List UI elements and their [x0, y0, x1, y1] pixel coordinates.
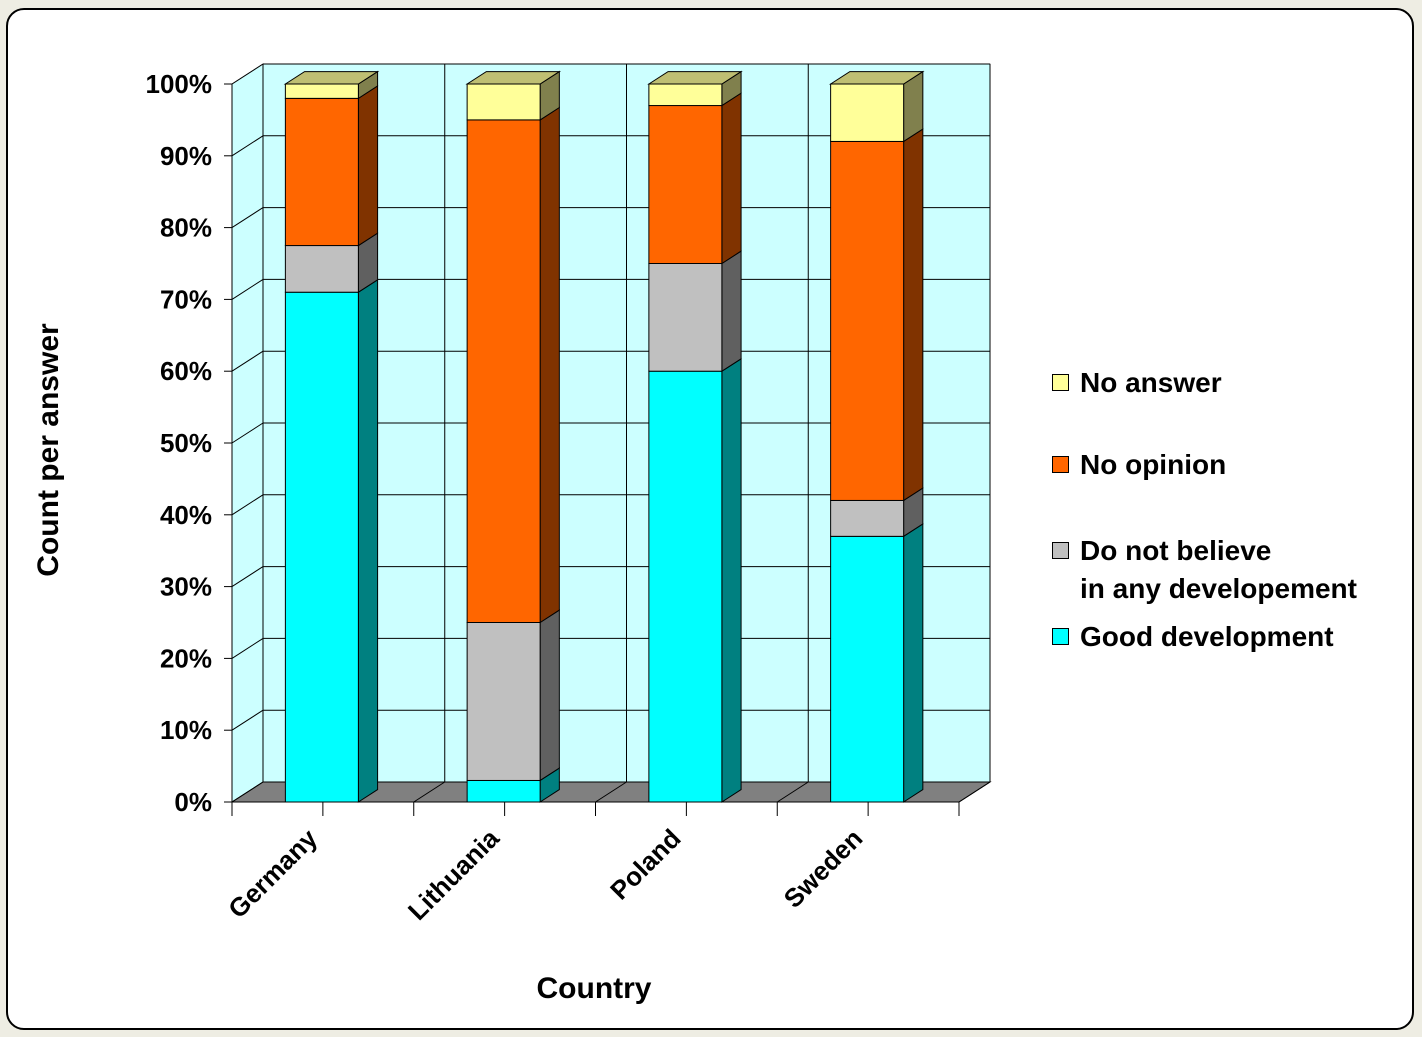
legend-label-do-not-believe: Do not believe in any developement [1080, 535, 1357, 604]
bar-poland-no-opinion-side [721, 92, 742, 265]
bar-poland-do-not-believe-in-any-developement-front [648, 263, 723, 372]
y-tick-label: 50% [160, 428, 212, 458]
y-axis-title: Count per answer [32, 323, 65, 577]
bar-sweden-no-opinion-side [903, 128, 924, 502]
x-tick-label-poland: Poland [604, 823, 686, 905]
bar-lithuania-good-development [466, 767, 560, 803]
bar-group-lithuania [465, 70, 562, 803]
bar-germany-good-development-front [284, 291, 359, 803]
y-tick-label: 70% [160, 284, 212, 314]
bar-lithuania-do-not-believe-in-any-developement-front [466, 622, 541, 781]
bar-group-sweden [828, 70, 925, 803]
bar-sweden-no-opinion [830, 128, 924, 502]
bar-group-poland [647, 70, 743, 803]
gridline-floor [231, 781, 264, 803]
y-tick-labels: 0% 10% 20% 30% 40% 50% 60% 70% 80% 90% 100% [146, 69, 213, 817]
bar-lithuania-no-opinion [466, 106, 560, 624]
gridline-floor [776, 781, 809, 803]
bar-sweden-good-development-side [903, 523, 924, 803]
legend-label-good-development: Good development [1080, 621, 1334, 652]
bar-poland-no-answer-front [648, 83, 723, 107]
bar-germany-no-answer [283, 70, 380, 100]
bar-poland-no-opinion-front [648, 105, 723, 265]
gridline-side [231, 207, 264, 229]
x-tick-label-lithuania: Lithuania [402, 823, 505, 926]
gridline-side [231, 422, 264, 444]
legend-label-no-answer: No answer [1080, 367, 1222, 398]
bar-sweden-no-answer [828, 70, 925, 143]
bar-germany-no-opinion-front [284, 97, 359, 247]
bar-sweden-good-development-front [830, 535, 905, 803]
y-tick-label: 40% [160, 500, 212, 530]
legend-item-no-opinion: No opinion [1052, 446, 1226, 484]
bar-poland-do-not-believe-in-any-developement-side [721, 250, 742, 373]
bar-lithuania-do-not-believe-in-any-developement [466, 609, 560, 782]
gridline-side [231, 135, 264, 157]
bar-poland-no-answer [647, 70, 743, 107]
bar-poland-no-opinion [648, 92, 742, 265]
bar-lithuania-no-answer-front [466, 83, 541, 121]
bar-germany-no-answer-top [283, 71, 380, 85]
y-tick-label: 10% [160, 715, 212, 745]
y-tick-label: 90% [160, 141, 212, 171]
x-tick-label-germany: Germany [222, 823, 323, 924]
x-tick-labels: Germany Lithuania Poland Sweden [222, 823, 868, 926]
bar-poland-good-development-front [648, 370, 723, 803]
legend-swatch-do-not-believe [1052, 542, 1069, 559]
bar-sweden-good-development [830, 523, 924, 803]
bar-germany-good-development [284, 278, 379, 803]
y-tick-label: 30% [160, 572, 212, 602]
bar-lithuania-no-opinion-side [539, 106, 560, 624]
bar-sweden-no-answer-front [830, 83, 905, 142]
bar-group-germany [283, 70, 380, 803]
y-tick-label: 80% [160, 213, 212, 243]
bar-lithuania-do-not-believe-in-any-developement-side [539, 609, 560, 782]
bar-sweden-no-opinion-front [830, 140, 905, 501]
bar-lithuania-no-answer-top [465, 71, 562, 85]
gridline-side [231, 350, 264, 372]
gridline-side [231, 637, 264, 659]
bar-poland-good-development [648, 357, 742, 803]
gridline-side [231, 566, 264, 588]
bar-poland-good-development-side [721, 357, 742, 803]
gridline-side [231, 63, 264, 85]
bars [283, 70, 925, 803]
bar-poland-do-not-believe-in-any-developement [648, 250, 742, 373]
bar-lithuania-no-answer [465, 70, 562, 121]
legend-swatch-no-opinion [1052, 456, 1069, 473]
legend-item-good-development: Good development [1052, 618, 1334, 656]
legend-item-no-answer: No answer [1052, 364, 1222, 402]
bar-germany-do-not-believe-in-any-developement [284, 232, 379, 294]
bar-poland-no-answer-top [647, 71, 743, 85]
gridline-side [231, 494, 264, 516]
bar-germany-do-not-believe-in-any-developement-front [284, 245, 359, 293]
legend-swatch-no-answer [1052, 374, 1069, 391]
bar-lithuania-no-opinion-front [466, 119, 541, 624]
legend-swatch-good-development [1052, 628, 1069, 645]
bar-germany-no-answer-front [284, 83, 359, 99]
y-tick-label: 20% [160, 643, 212, 673]
legend: No answer No opinion Do not believe in a… [1052, 364, 1412, 664]
bar-germany-good-development-side [357, 278, 379, 803]
y-tick-label: 100% [146, 69, 213, 99]
bar-germany-no-opinion-side [357, 85, 379, 247]
gridline-floor [595, 781, 627, 803]
gridline-side [231, 278, 264, 300]
bar-lithuania-good-development-front [466, 779, 541, 803]
bar-sweden-do-not-believe-in-any-developement-front [830, 499, 905, 537]
y-tick-label: 60% [160, 356, 212, 386]
gridline-side [231, 709, 264, 731]
x-tick-label-sweden: Sweden [778, 823, 869, 914]
bar-germany-no-opinion [284, 85, 379, 247]
gridline-floor [413, 781, 446, 803]
x-axis-title: Country [537, 972, 652, 1005]
bar-sweden-no-answer-top [828, 71, 925, 85]
legend-item-do-not-believe: Do not believe in any developement [1052, 532, 1357, 608]
bar-sweden-do-not-believe-in-any-developement [830, 487, 924, 538]
y-tick-label: 0% [174, 787, 212, 817]
legend-label-no-opinion: No opinion [1080, 449, 1227, 480]
gridline-floor [958, 781, 991, 803]
